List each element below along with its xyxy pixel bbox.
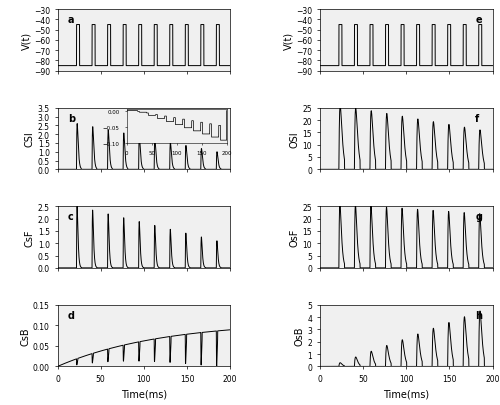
- Text: d: d: [68, 310, 75, 320]
- Y-axis label: CsF: CsF: [25, 229, 35, 246]
- Text: h: h: [475, 310, 482, 320]
- Y-axis label: OsF: OsF: [290, 228, 300, 247]
- Y-axis label: CsB: CsB: [20, 326, 30, 345]
- Text: a: a: [68, 15, 74, 25]
- X-axis label: Time(ms): Time(ms): [120, 389, 167, 399]
- Y-axis label: V(t): V(t): [284, 32, 294, 50]
- Text: b: b: [68, 113, 75, 124]
- X-axis label: Time(ms): Time(ms): [383, 389, 430, 399]
- Y-axis label: OsB: OsB: [294, 326, 304, 345]
- Text: f: f: [475, 113, 480, 124]
- Y-axis label: CSI: CSI: [25, 131, 35, 147]
- Y-axis label: OSI: OSI: [290, 131, 300, 147]
- Y-axis label: V(t): V(t): [21, 32, 31, 50]
- Text: e: e: [475, 15, 482, 25]
- Text: c: c: [68, 212, 73, 222]
- Text: g: g: [475, 212, 482, 222]
